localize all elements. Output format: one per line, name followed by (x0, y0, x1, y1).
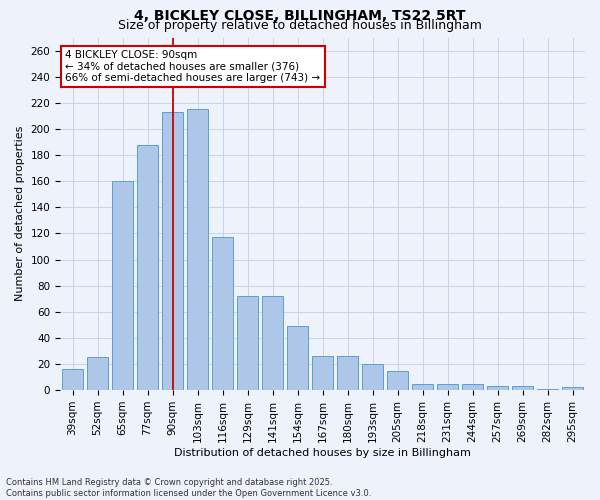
Bar (187, 110, 208, 390)
Bar (62, 369, 83, 390)
Bar (412, 384, 433, 390)
Text: 4, BICKLEY CLOSE, BILLINGHAM, TS22 5RT: 4, BICKLEY CLOSE, BILLINGHAM, TS22 5RT (134, 8, 466, 22)
Bar (462, 384, 483, 390)
Y-axis label: Number of detached properties: Number of detached properties (15, 126, 25, 302)
Bar (287, 326, 308, 390)
Bar (487, 386, 508, 390)
Bar (337, 356, 358, 390)
Bar (162, 112, 183, 390)
X-axis label: Distribution of detached houses by size in Billingham: Distribution of detached houses by size … (174, 448, 471, 458)
Bar (212, 238, 233, 390)
Bar (537, 389, 558, 390)
Text: 4 BICKLEY CLOSE: 90sqm
← 34% of detached houses are smaller (376)
66% of semi-de: 4 BICKLEY CLOSE: 90sqm ← 34% of detached… (65, 50, 320, 83)
Bar (112, 181, 133, 390)
Bar (512, 386, 533, 390)
Text: Size of property relative to detached houses in Billingham: Size of property relative to detached ho… (118, 19, 482, 32)
Bar (137, 144, 158, 390)
Bar (362, 364, 383, 390)
Bar (562, 388, 583, 390)
Bar (262, 296, 283, 390)
Bar (387, 370, 408, 390)
Text: Contains HM Land Registry data © Crown copyright and database right 2025.
Contai: Contains HM Land Registry data © Crown c… (6, 478, 371, 498)
Bar (237, 296, 258, 390)
Bar (437, 384, 458, 390)
Bar (87, 358, 108, 390)
Bar (312, 356, 333, 390)
